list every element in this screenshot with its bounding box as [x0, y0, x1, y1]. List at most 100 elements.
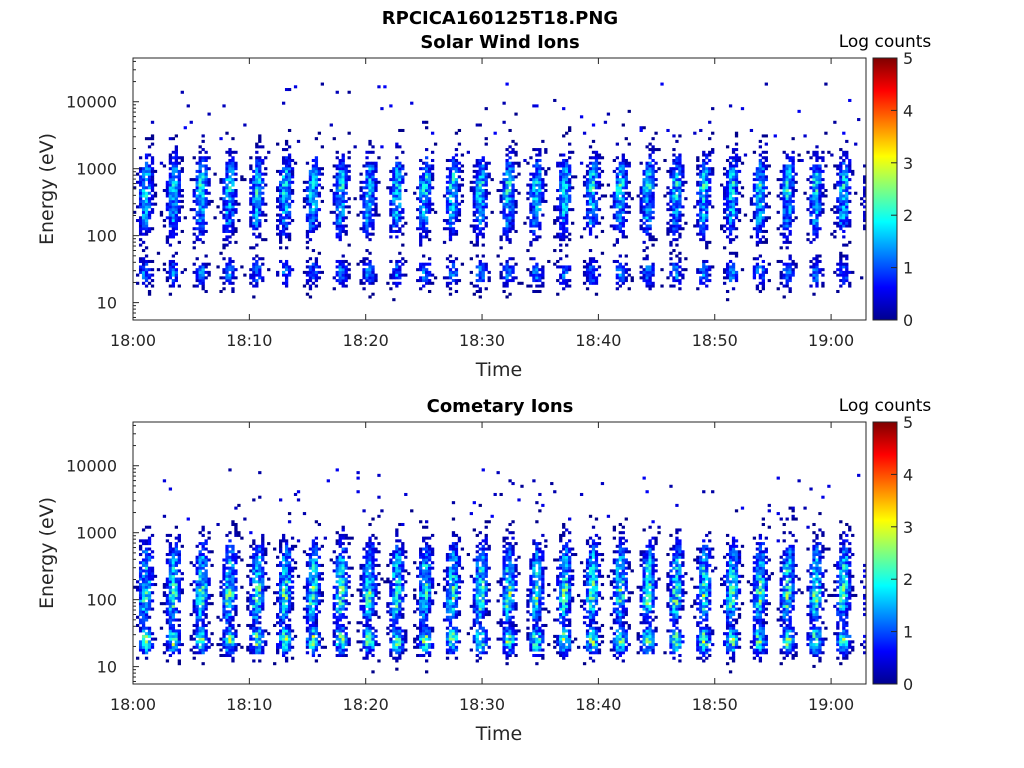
spectrogram-cell: [779, 186, 783, 190]
spectrogram-cell: [648, 142, 652, 146]
spectrogram-cell: [764, 194, 768, 198]
spectrogram-cell: [568, 268, 572, 272]
spectrogram-cell: [338, 167, 342, 171]
spectrogram-cell: [147, 599, 152, 603]
spectrogram-cell: [150, 180, 155, 184]
spectrogram-cell: [478, 189, 482, 193]
spectrogram-cell: [201, 134, 205, 138]
spectrogram-cell: [168, 221, 173, 225]
spectrogram-cell: [293, 85, 298, 89]
spectrogram-cell: [198, 645, 202, 649]
spectrogram-cell: [702, 229, 706, 233]
spectrogram-cell: [401, 262, 405, 266]
spectrogram-cell: [478, 232, 482, 236]
spectrogram-cell: [171, 224, 176, 228]
spectrogram-cell: [255, 270, 259, 274]
spectrogram-cell: [427, 178, 432, 182]
spectrogram-cell: [839, 172, 843, 176]
spectrogram-cell: [174, 191, 178, 195]
spectrogram-cell: [371, 268, 375, 272]
spectrogram-cell: [678, 273, 682, 277]
spectrogram-cell: [556, 189, 560, 193]
spectrogram-cell: [138, 547, 143, 551]
spectrogram-cell: [368, 164, 372, 168]
spectrogram-cell: [565, 197, 569, 201]
spectrogram-cell: [141, 213, 146, 217]
spectrogram-cell: [171, 172, 176, 176]
spectrogram-cell: [171, 178, 176, 182]
spectrogram-cell: [222, 246, 226, 250]
spectrogram-cell: [198, 191, 202, 195]
spectrogram-cell: [201, 553, 205, 557]
spectrogram-cell: [648, 202, 652, 206]
spectrogram-cell: [761, 172, 765, 176]
spectrogram-cell: [228, 191, 232, 195]
spectrogram-cell: [311, 191, 316, 195]
spectrogram-cell: [231, 221, 235, 225]
spectrogram-cell: [591, 164, 596, 168]
spectrogram-cell: [171, 569, 176, 573]
spectrogram-cell: [675, 270, 679, 274]
spectrogram-cell: [365, 180, 369, 184]
spectrogram-cell: [204, 150, 208, 154]
spectrogram-cell: [612, 243, 617, 247]
spectrogram-cell: [225, 270, 229, 274]
spectrogram-cell: [195, 613, 199, 617]
spectrogram-cell: [705, 199, 709, 203]
spectrogram-cell: [645, 229, 649, 233]
spectrogram-cell: [785, 210, 789, 214]
spectrogram-cell: [171, 208, 176, 212]
spectrogram-cell: [287, 167, 292, 171]
spectrogram-cell: [195, 618, 199, 622]
spectrogram-cell: [425, 229, 429, 233]
spectrogram-cell: [189, 613, 193, 617]
spectrogram-cell: [761, 178, 765, 182]
spectrogram-cell: [675, 254, 679, 258]
spectrogram-cell: [529, 208, 533, 212]
spectrogram-cell: [618, 279, 622, 283]
spectrogram-cell: [457, 208, 462, 212]
spectrogram-cell: [675, 227, 679, 231]
spectrogram-cell: [401, 167, 405, 171]
spectrogram-cell: [422, 191, 426, 195]
spectrogram-cell: [705, 279, 709, 283]
spectrogram-cell: [201, 558, 205, 562]
spectrogram-cell: [743, 213, 748, 217]
spectrogram-cell: [174, 145, 178, 149]
spectrogram-cell: [705, 161, 709, 165]
spectrogram-cell: [505, 281, 509, 285]
spectrogram-cell: [255, 227, 259, 231]
spectrogram-cell: [818, 183, 822, 187]
spectrogram-cell: [788, 229, 792, 233]
spectrogram-cell: [812, 270, 816, 274]
spectrogram-cell: [311, 189, 316, 193]
spectrogram-cell: [848, 161, 852, 165]
spectrogram-cell: [565, 219, 569, 223]
spectrogram-cell: [535, 104, 539, 108]
spectrogram-cell: [195, 621, 199, 625]
spectrogram-cell: [389, 202, 393, 206]
spectrogram-cell: [207, 593, 211, 597]
spectrogram-cell: [141, 276, 146, 280]
spectrogram-cell: [427, 229, 432, 233]
spectrogram-cell: [788, 232, 792, 236]
spectrogram-cell: [416, 268, 420, 272]
spectrogram-cell: [511, 210, 515, 214]
spectrogram-cell: [198, 213, 202, 217]
spectrogram-cell: [144, 219, 149, 223]
spectrogram-cell: [198, 632, 202, 636]
spectrogram-cell: [445, 276, 450, 280]
spectrogram-cell: [672, 194, 676, 198]
spectrogram-cell: [398, 161, 402, 165]
spectrogram-cell: [281, 101, 286, 105]
spectrogram-cell: [451, 227, 456, 231]
spectrogram-cell: [201, 158, 205, 163]
spectrogram-cell: [758, 161, 763, 165]
spectrogram-cell: [454, 199, 459, 203]
spectrogram-cell: [731, 180, 736, 184]
spectrogram-cell: [422, 120, 426, 124]
spectrogram-cell: [538, 202, 542, 206]
spectrogram-cell: [728, 205, 733, 209]
spectrogram-cell: [320, 82, 324, 86]
spectrogram-cell: [511, 150, 515, 154]
